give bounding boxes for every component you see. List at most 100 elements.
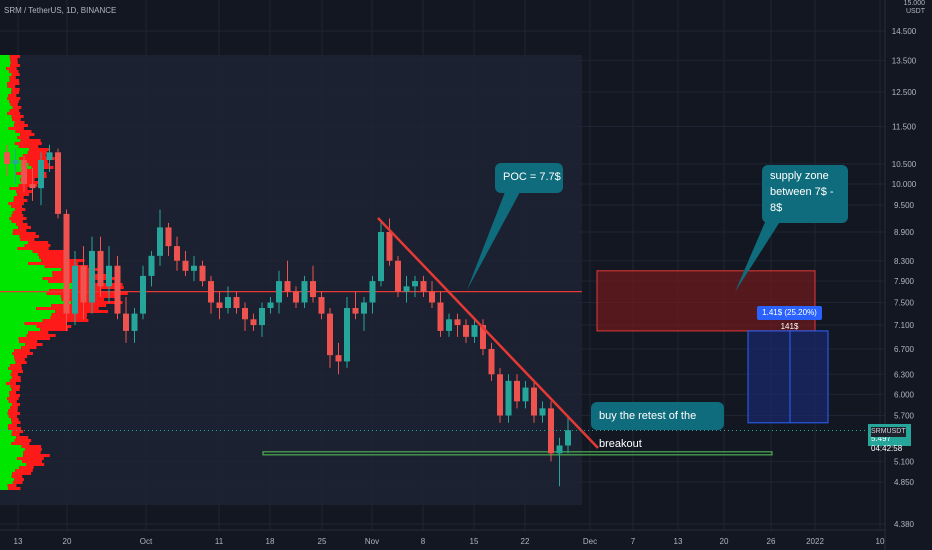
supply-zone-line2: between 7$ - 8$ (770, 185, 834, 214)
volume-profile-up (0, 451, 24, 454)
volume-profile-up (0, 430, 13, 433)
volume-profile-up (0, 229, 13, 232)
volume-profile-down (20, 178, 35, 181)
candle-body (208, 281, 214, 303)
volume-profile-up (0, 463, 27, 466)
candle-body (63, 213, 70, 314)
volume-profile-up (0, 160, 24, 163)
volume-profile-up (0, 67, 7, 70)
volume-profile-down (8, 367, 22, 370)
volume-profile-down (26, 334, 56, 337)
volume-profile-up (0, 82, 8, 85)
volume-profile-down (8, 415, 18, 418)
volume-profile-up (0, 487, 9, 490)
x-tick-label: 18 (266, 537, 275, 546)
volume-profile-down (23, 181, 40, 184)
volume-profile-up (0, 310, 56, 313)
volume-profile-up (0, 109, 10, 112)
volume-profile-down (28, 331, 49, 334)
y-tick-label: 4.380 (894, 520, 915, 529)
volume-profile-up (0, 316, 51, 319)
y-tick-label: 12.500 (892, 88, 917, 97)
volume-profile-down (11, 475, 23, 478)
volume-profile-up (0, 406, 11, 409)
volume-profile-up (0, 265, 45, 268)
volume-profile-up (0, 259, 42, 262)
volume-profile-up (0, 382, 7, 385)
volume-profile-up (0, 169, 22, 172)
prev-tick-label: 15.000 (903, 0, 925, 7)
volume-profile-down (11, 388, 20, 391)
volume-profile-down (8, 427, 22, 430)
candle-body (395, 260, 401, 292)
volume-profile-down (12, 430, 24, 433)
volume-profile-up (0, 268, 62, 271)
volume-profile-up (0, 61, 11, 64)
volume-profile-down (8, 409, 18, 412)
volume-profile-down (16, 457, 44, 460)
volume-profile-up (0, 481, 13, 484)
volume-profile-down (52, 274, 109, 277)
candle-body (420, 281, 427, 292)
candle-body (505, 380, 512, 416)
currency-label: 15.000 USDT (903, 0, 925, 16)
volume-profile-up (0, 436, 17, 439)
candle-body (21, 160, 27, 185)
candle-body (327, 313, 333, 356)
volume-profile-down (13, 199, 28, 202)
volume-profile-down (10, 406, 18, 409)
volume-profile-up (0, 130, 16, 133)
volume-profile-down (71, 301, 123, 304)
volume-profile-down (20, 133, 35, 136)
supply-zone-line1: supply zone (770, 170, 829, 182)
candle-body (97, 250, 104, 287)
poc-annotation[interactable]: POC = 7.7$ (495, 163, 563, 193)
candle-body (225, 297, 231, 309)
volume-profile-up (0, 283, 73, 286)
candle-body (565, 430, 571, 446)
volume-profile-up (0, 379, 10, 382)
volume-profile-down (8, 127, 24, 130)
x-tick-label: Oct (140, 537, 153, 546)
volume-profile-down (11, 403, 21, 406)
volume-profile-up (0, 385, 11, 388)
volume-profile-up (0, 277, 43, 280)
candle-body (412, 281, 418, 287)
volume-profile-down (51, 313, 88, 316)
volume-profile-up (0, 421, 12, 424)
volume-profile-up (0, 373, 11, 376)
volume-profile-down (17, 193, 30, 196)
x-tick-label: 2022 (806, 537, 824, 546)
volume-profile-down (22, 460, 42, 463)
volume-profile-up (0, 256, 40, 259)
candle-body (72, 265, 78, 314)
volume-profile-up (0, 184, 19, 187)
volume-profile-up (0, 424, 8, 427)
volume-profile-up (0, 70, 9, 73)
volume-profile-up (0, 271, 53, 274)
volume-profile-down (19, 466, 34, 469)
x-tick-label: 20 (63, 537, 72, 546)
candle-body (514, 380, 520, 402)
candle-body (182, 260, 189, 271)
volume-profile-up (0, 217, 10, 220)
volume-profile-up (0, 307, 37, 310)
buy-retest-annotation[interactable]: buy the retest of the breakout (591, 402, 724, 450)
candle-body (106, 265, 112, 287)
volume-profile-down (9, 76, 16, 79)
candle-body (148, 255, 155, 276)
y-tick-label: 9.500 (894, 201, 915, 210)
volume-profile-down (18, 184, 38, 187)
candle-body (233, 297, 240, 309)
supply-zone-annotation[interactable]: supply zone between 7$ - 8$ (762, 165, 848, 223)
candle-body (352, 308, 359, 314)
volume-profile-up (0, 196, 14, 199)
volume-profile-up (0, 319, 43, 322)
supply-zone (596, 270, 816, 332)
candle-body (29, 184, 36, 189)
volume-profile-up (0, 199, 14, 202)
y-tick-label: 10.500 (892, 160, 917, 169)
volume-profile-down (14, 358, 25, 361)
volume-profile-up (0, 235, 20, 238)
